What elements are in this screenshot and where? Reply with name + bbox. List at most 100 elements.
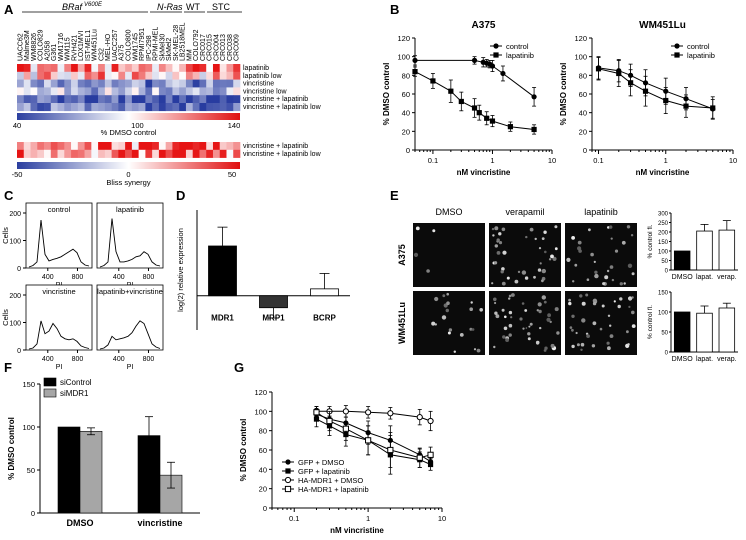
heatmap-cell [179, 64, 187, 73]
cell-spot [432, 229, 436, 233]
cell-spot [548, 258, 552, 261]
histogram-title: vincristine [42, 287, 75, 296]
heatmap-cell [57, 79, 65, 88]
heatmap-cell [23, 103, 31, 112]
heatmap-cell [91, 95, 99, 104]
cell-spot [607, 346, 611, 351]
data-point [616, 70, 622, 77]
cell-spot [619, 282, 623, 286]
heatmap-cell [206, 87, 214, 96]
colorbar-tick: 100 [131, 121, 144, 130]
legend-entry: lapatinib [687, 51, 715, 60]
heatmap-cell [219, 103, 227, 112]
cell-spot [541, 268, 546, 274]
bliss-cell [111, 142, 119, 151]
cell-line-label: WM451Lu [92, 29, 99, 61]
data-point [471, 57, 478, 64]
x-axis-label: nM vincristine [457, 168, 511, 177]
x-tick-label: 800 [72, 274, 84, 281]
cell-spot [576, 343, 580, 347]
cell-spot [592, 321, 597, 326]
chart-title: WM451Lu [639, 20, 686, 31]
cell-spot [586, 278, 590, 282]
y-axis-label: % control fl. [647, 224, 654, 258]
heatmap-cell [226, 103, 234, 112]
cell-spot [536, 309, 539, 312]
x-axis-label: nM vincristine [330, 526, 384, 535]
cell-spot [521, 270, 527, 275]
bliss-cell [125, 142, 133, 151]
cell-spot [543, 300, 547, 304]
heatmap-cell [145, 71, 153, 80]
cell-spot [502, 250, 507, 255]
heatmap-cell [158, 103, 166, 112]
heatmap-cell [50, 103, 58, 112]
histogram-frame [96, 284, 164, 351]
heatmap-cell [91, 103, 99, 112]
heatmap-cell [158, 64, 166, 73]
heatmap-cell [91, 71, 99, 80]
bliss-cell [71, 142, 79, 151]
x-tick-label: 800 [143, 274, 155, 281]
heatmap-cell [138, 103, 146, 112]
data-point [484, 115, 490, 121]
bliss-cell [185, 142, 193, 151]
heatmap-cell [199, 79, 207, 88]
heatmap-cell [233, 64, 241, 73]
heatmap-cell [50, 87, 58, 96]
bliss-cell [145, 142, 153, 151]
cell-spot [534, 237, 537, 241]
y-tick-label: 200 [658, 231, 669, 237]
cell-spot [506, 276, 510, 280]
heatmap-cell [199, 103, 207, 112]
heatmap-row-label: vincristine + lapatinib [243, 96, 308, 103]
bar [310, 288, 339, 297]
y-axis-label: % DMSO control [239, 419, 248, 482]
heatmap-cell [172, 71, 180, 80]
y-tick-label: 120 [254, 388, 267, 397]
histogram-title: control [48, 205, 71, 214]
heatmap-cell [158, 79, 166, 88]
data-point [627, 80, 634, 86]
heatmap-cell [206, 103, 214, 112]
bliss-cell [165, 149, 173, 158]
heatmap-cell [185, 71, 193, 80]
legend-entry: GFP + DMSO [298, 458, 344, 467]
bliss-cell [64, 149, 72, 158]
bliss-cell [219, 149, 227, 158]
y-axis-label: Cells [1, 227, 10, 244]
heatmap-cell [57, 64, 65, 73]
heatmap-cell [145, 95, 153, 104]
cell-spot [441, 315, 447, 320]
bliss-cell [185, 149, 193, 158]
cell-spot [524, 276, 529, 280]
cell-spot [569, 326, 573, 329]
data-point [365, 437, 372, 444]
cell-spot [619, 297, 623, 301]
cell-spot [538, 247, 542, 250]
data-point [285, 459, 291, 465]
heatmap-cell [64, 79, 72, 88]
heatmap-cell [152, 103, 160, 112]
heatmap-cell [158, 95, 166, 104]
heatmap-row-label: vincristine [243, 81, 274, 88]
column-label: DMSO [436, 207, 463, 217]
cell-line-label: SkMel2 [166, 38, 173, 61]
cell-spot [631, 296, 634, 299]
cell-spot [610, 237, 613, 240]
y-tick-label: 100 [397, 53, 410, 62]
x-tick-label: 400 [113, 274, 125, 281]
bliss-cell [50, 142, 58, 151]
cell-spot [524, 309, 528, 312]
cell-line-label: CRC013 [220, 34, 227, 61]
series-3 [313, 406, 434, 468]
bliss-cell [233, 142, 241, 151]
histogram-trace [99, 218, 161, 268]
cell-spot [588, 228, 591, 232]
heatmap-cell [50, 79, 58, 88]
heatmap-cell [118, 103, 126, 112]
cell-spot [556, 331, 560, 335]
y-tick-label: 80 [259, 427, 267, 436]
heatmap-cell [233, 103, 241, 112]
